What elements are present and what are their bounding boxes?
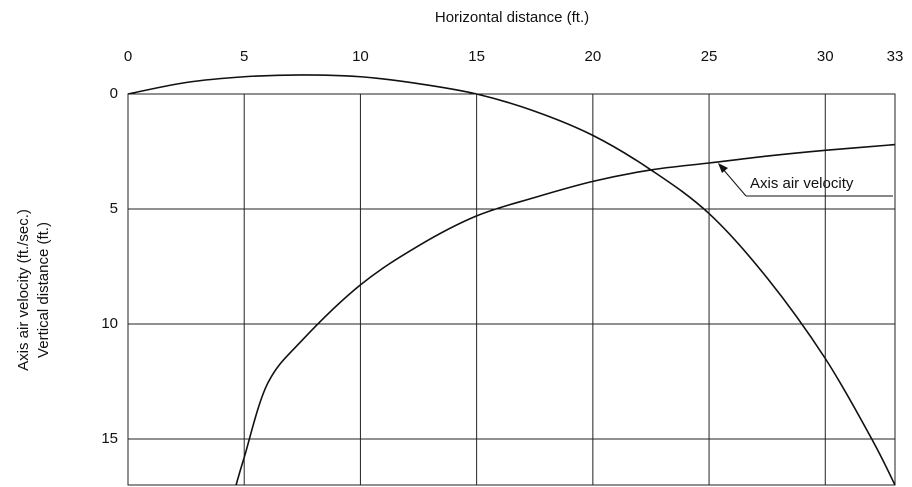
x-tick-label: 15 bbox=[468, 48, 485, 65]
x-tick-label: 0 bbox=[124, 48, 132, 65]
y-tick-label: 0 bbox=[110, 85, 118, 102]
x-tick-label: 30 bbox=[817, 48, 834, 65]
x-tick-label: 10 bbox=[352, 48, 369, 65]
annotation: Axis air velocity bbox=[750, 175, 854, 192]
x-tick-label: 5 bbox=[240, 48, 248, 65]
y-axis-label: Axis air velocity (ft./sec.) bbox=[15, 209, 32, 371]
x-axis-label: Horizontal distance (ft.) bbox=[435, 9, 589, 26]
y-tick-label: 15 bbox=[101, 430, 118, 447]
annotation-arrowhead bbox=[718, 163, 728, 173]
x-tick-label: 25 bbox=[701, 48, 718, 65]
y-tick-label: 5 bbox=[110, 200, 118, 217]
y-axis-label: Vertical distance (ft.) bbox=[35, 222, 52, 358]
y-tick-label: 10 bbox=[101, 315, 118, 332]
x-tick-label: 20 bbox=[585, 48, 602, 65]
x-tick-label: 33 bbox=[887, 48, 904, 65]
line-series bbox=[235, 143, 896, 486]
annotation-leader bbox=[721, 167, 747, 197]
plot-frame bbox=[127, 93, 896, 486]
line-series bbox=[127, 74, 896, 486]
y-axis-label-group: Axis air velocity (ft./sec.) Vertical di… bbox=[15, 209, 52, 371]
